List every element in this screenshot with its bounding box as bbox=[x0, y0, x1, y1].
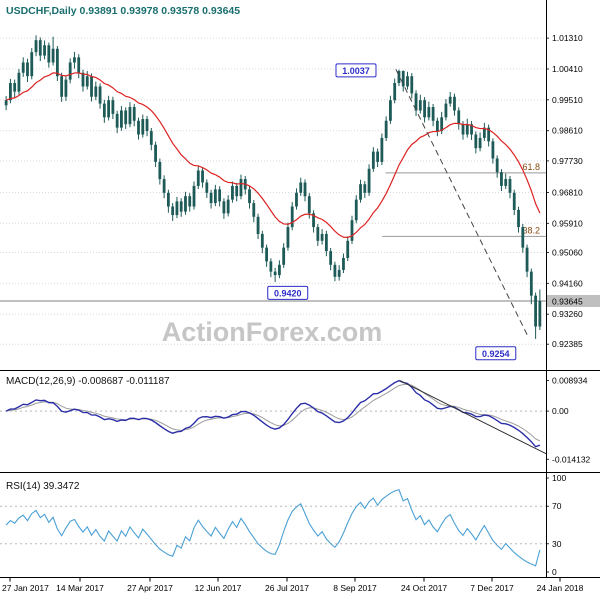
svg-text:0.93645: 0.93645 bbox=[552, 296, 583, 306]
date-label: 7 Dec 2017 bbox=[470, 583, 514, 593]
date-label: 27 Jan 2017 bbox=[2, 583, 49, 593]
svg-text:100: 100 bbox=[552, 473, 566, 483]
price-annotation: 0.9254 bbox=[475, 346, 517, 361]
macd-title: MACD(12,26,9) -0.008687 -0.011187 bbox=[6, 376, 170, 387]
price-axis-labels: 1.01310 1.00410 0.99510 0.98610 0.97730 0.968… bbox=[546, 33, 583, 349]
fib-lines: 61.8 38.2 bbox=[382, 162, 546, 237]
watermark: ActionForex.com bbox=[162, 317, 383, 347]
svg-text:38.2: 38.2 bbox=[522, 225, 540, 235]
svg-text:0.99510: 0.99510 bbox=[552, 95, 583, 105]
svg-text:1.00410: 1.00410 bbox=[552, 64, 583, 74]
svg-text:70: 70 bbox=[552, 501, 562, 511]
rsi-pane: 100 70 30 0 bbox=[0, 473, 566, 577]
candlestick-series bbox=[4, 35, 542, 339]
svg-text:0.93260: 0.93260 bbox=[552, 309, 583, 319]
price-gridlines bbox=[0, 37, 546, 345]
rsi-title: RSI(14) 39.3472 bbox=[6, 481, 80, 492]
svg-text:0.96810: 0.96810 bbox=[552, 187, 583, 197]
svg-text:1.0037: 1.0037 bbox=[342, 66, 370, 76]
date-axis: 27 Jan 2017 14 Mar 2017 27 Apr 2017 12 Jun … bbox=[2, 578, 584, 593]
date-label: 24 Jan 2018 bbox=[537, 583, 584, 593]
svg-text:0: 0 bbox=[552, 567, 557, 577]
svg-text:-0.014132: -0.014132 bbox=[552, 454, 591, 464]
current-price-badge: 0.93645 bbox=[547, 294, 600, 307]
pane-separators bbox=[0, 0, 600, 578]
price-annotation: 0.9420 bbox=[267, 285, 309, 300]
moving-average-line bbox=[5, 72, 541, 239]
date-label: 8 Sep 2017 bbox=[333, 583, 377, 593]
price-annotations: 1.0037 0.9420 0.9254 bbox=[267, 63, 517, 361]
macd-pane: 0.008934 0.00 -0.014132 bbox=[0, 376, 591, 464]
svg-text:0.9420: 0.9420 bbox=[274, 288, 302, 298]
main-trendline bbox=[395, 69, 529, 338]
svg-text:0.98610: 0.98610 bbox=[552, 126, 583, 136]
svg-text:30: 30 bbox=[552, 539, 562, 549]
svg-text:1.01310: 1.01310 bbox=[552, 33, 583, 43]
price-annotation: 1.0037 bbox=[335, 63, 377, 78]
svg-text:0.94160: 0.94160 bbox=[552, 278, 583, 288]
date-label: 27 Apr 2017 bbox=[127, 583, 173, 593]
date-label: 24 Oct 2017 bbox=[401, 583, 448, 593]
date-label: 14 Mar 2017 bbox=[56, 583, 104, 593]
svg-text:0.95060: 0.95060 bbox=[552, 247, 583, 257]
svg-text:61.8: 61.8 bbox=[522, 162, 540, 172]
date-label: 12 Jun 2017 bbox=[195, 583, 242, 593]
svg-text:0.92385: 0.92385 bbox=[552, 339, 583, 349]
svg-text:0.97730: 0.97730 bbox=[552, 156, 583, 166]
svg-text:0.9254: 0.9254 bbox=[482, 349, 510, 359]
date-label: 26 Jul 2017 bbox=[265, 583, 309, 593]
svg-text:0.95910: 0.95910 bbox=[552, 218, 583, 228]
svg-text:0.008934: 0.008934 bbox=[552, 376, 588, 386]
svg-text:0.00: 0.00 bbox=[552, 406, 569, 416]
symbol-ohlc-title: USDCHF,Daily 0.93891 0.93978 0.93578 0.9… bbox=[6, 5, 240, 17]
